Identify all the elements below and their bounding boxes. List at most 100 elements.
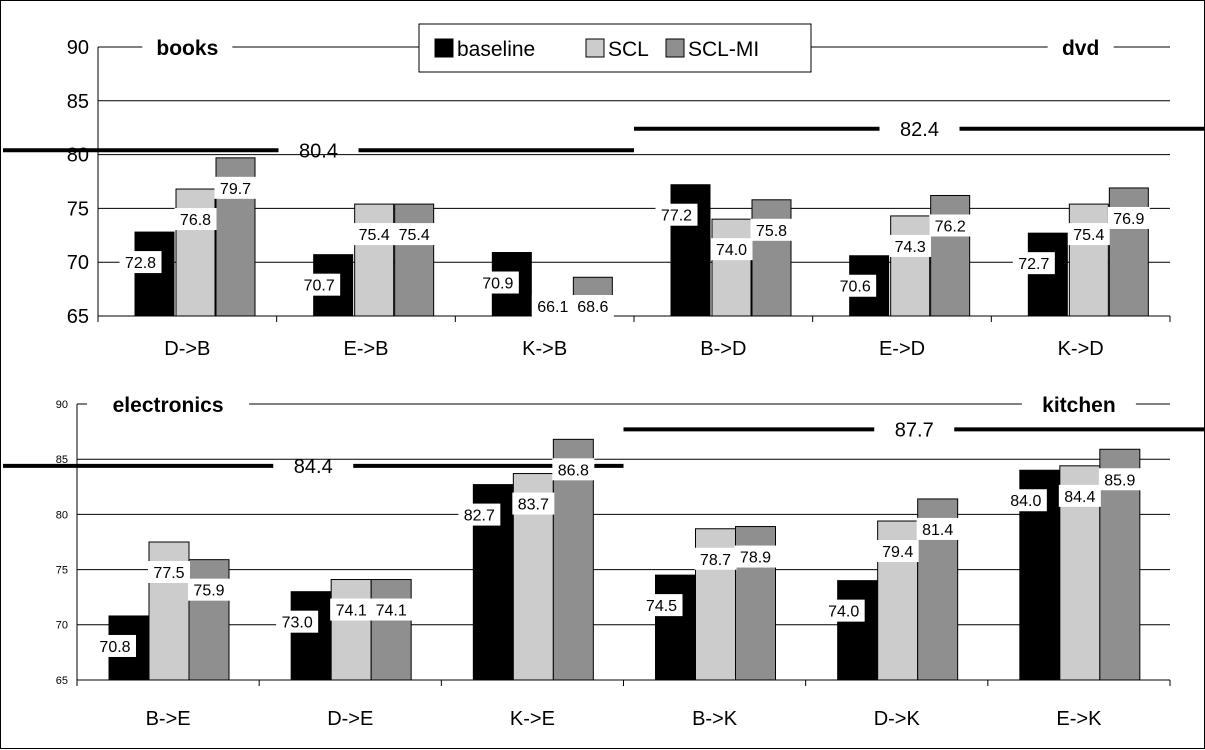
bar-scl-mi-b-d (751, 199, 792, 317)
value-label-baseline-d-k-box (822, 599, 865, 622)
value-label-scl-k-d: 75.4 (1073, 227, 1104, 244)
y-tick-label-85: 85 (56, 454, 68, 466)
value-label-baseline-k-d-box (1012, 252, 1055, 275)
legend-swatch-scl-mi (665, 38, 685, 58)
bar-baseline-d-b (134, 231, 175, 317)
value-label-scl-b-d: 74.0 (716, 242, 747, 259)
value-label-baseline-b-e-box (94, 634, 136, 657)
value-label-scl-d-e-box (330, 598, 373, 621)
value-label-scl-k-b-box (531, 295, 574, 317)
value-label-scl-mi-k-e-box (552, 458, 595, 481)
value-label-scl-mi-e-b: 75.4 (399, 227, 430, 244)
legend-label-scl: SCL (608, 38, 649, 61)
panel-top: 65 70 75 80 85 90 D->B E->B K->B B->D E->D K->D 80.4… (3, 33, 1205, 360)
value-label-baseline-b-d-box (655, 203, 698, 226)
value-label-scl-mi-d-k-box (916, 517, 959, 540)
value-label-scl-b-k-box (694, 547, 737, 570)
category-label-e-k: E->K (1056, 708, 1102, 730)
category-label-b-k: B->K (692, 708, 738, 730)
value-label-scl-b-d-box (710, 238, 753, 261)
value-label-scl-mi-b-d: 75.8 (756, 223, 787, 240)
category-label-k-e: K->E (510, 708, 555, 730)
reference-label-80-4: 80.4 (299, 140, 338, 162)
value-label-scl-mi-b-k-box (734, 545, 777, 568)
value-label-scl-mi-k-b-box (571, 295, 614, 317)
bar-scl-d-e (330, 579, 372, 681)
value-label-baseline-e-b: 70.7 (304, 278, 335, 295)
value-label-scl-e-b: 75.4 (359, 227, 390, 244)
value-label-scl-d-k: 79.4 (882, 544, 913, 561)
y-tick-label-70: 70 (56, 620, 68, 632)
value-label-scl-mi-k-b: 68.6 (577, 299, 608, 316)
value-label-scl-mi-e-b-box (393, 223, 436, 246)
value-label-scl-e-d-box (889, 234, 932, 257)
y-tick-label-75: 75 (56, 564, 68, 576)
y-tick-label-90: 90 (67, 37, 89, 59)
category-label-k-d: K->D (1058, 338, 1104, 360)
value-label-scl-d-b-box (174, 208, 217, 231)
bar-baseline-d-k (837, 580, 879, 681)
value-label-baseline-b-k-box (640, 594, 683, 617)
y-tick-label-65: 65 (56, 675, 68, 687)
domain-label-kitchen: kitchen (1042, 394, 1116, 417)
value-label-scl-k-b: 66.1 (537, 299, 568, 316)
value-label-baseline-d-b-box (119, 251, 162, 274)
category-label-k-b: K->B (522, 338, 567, 360)
domain-label-mask-kitchen (1021, 390, 1136, 418)
y-tick-label-80: 80 (56, 509, 68, 521)
category-label-e-d: E->D (879, 338, 925, 360)
legend-box (418, 23, 812, 73)
reference-label-84-4: 84.4 (294, 456, 333, 478)
bar-scl-e-b (354, 203, 395, 317)
legend-label-baseline: baseline (457, 38, 535, 61)
value-label-baseline-b-e: 70.8 (99, 639, 130, 656)
value-label-baseline-b-k: 74.5 (646, 598, 677, 615)
value-label-scl-mi-b-e: 75.9 (193, 583, 224, 600)
value-label-scl-e-k-box (1058, 484, 1101, 507)
category-label-d-e: D->E (327, 708, 373, 730)
value-label-scl-mi-e-d-box (929, 214, 972, 237)
category-label-e-b: E->B (343, 338, 388, 360)
value-label-scl-mi-k-d-box (1107, 206, 1150, 229)
bar-scl-mi-d-e (370, 579, 412, 681)
category-label-b-e: B->E (146, 708, 191, 730)
value-label-baseline-e-b-box (298, 273, 341, 296)
value-label-baseline-e-d: 70.6 (840, 279, 871, 296)
category-label-d-k: D->K (874, 708, 921, 730)
value-label-scl-b-k: 78.7 (700, 552, 731, 569)
value-label-scl-e-d: 74.3 (895, 239, 926, 256)
legend-swatch-scl (585, 38, 605, 58)
value-label-baseline-e-k: 84.0 (1010, 493, 1041, 510)
bar-baseline-d-e (290, 591, 332, 681)
value-label-scl-b-e-box (148, 561, 190, 583)
value-label-scl-mi-e-k: 85.9 (1104, 472, 1135, 489)
value-label-baseline-e-k-box (1004, 489, 1047, 512)
value-label-scl-e-b-box (353, 223, 396, 246)
category-label-d-b: D->B (164, 338, 210, 360)
domain-label-mask-electronics (87, 390, 250, 418)
value-label-baseline-e-d-box (834, 274, 877, 297)
domain-label-dvd: dvd (1062, 37, 1099, 60)
bar-baseline-k-d (1027, 232, 1068, 317)
reference-label-87-7: 87.7 (895, 419, 934, 441)
category-label-b-d: B->D (700, 338, 746, 360)
bar-scl-mi-e-d (930, 194, 971, 317)
value-label-scl-d-k-box (876, 540, 919, 563)
y-tick-label-65: 65 (67, 306, 89, 328)
value-label-scl-mi-b-k: 78.9 (740, 550, 771, 567)
value-label-scl-mi-k-e: 86.8 (558, 462, 589, 479)
domain-label-electronics: electronics (113, 394, 224, 417)
value-label-scl-mi-b-e-box (188, 578, 230, 601)
y-tick-label-90: 90 (56, 399, 68, 411)
value-label-baseline-d-e-box (276, 610, 319, 633)
value-label-scl-mi-d-b: 79.7 (220, 181, 251, 198)
bar-scl-b-d (711, 218, 752, 317)
value-label-scl-k-e-box (512, 492, 555, 515)
value-label-baseline-b-d: 77.2 (661, 208, 692, 225)
domain-label-mask-books (142, 33, 233, 61)
legend-label-scl-mi: SCL-MI (688, 38, 759, 61)
y-tick-label-70: 70 (67, 252, 89, 274)
value-label-scl-mi-d-k: 81.4 (922, 522, 953, 539)
domain-label-mask-dvd (1047, 33, 1114, 61)
